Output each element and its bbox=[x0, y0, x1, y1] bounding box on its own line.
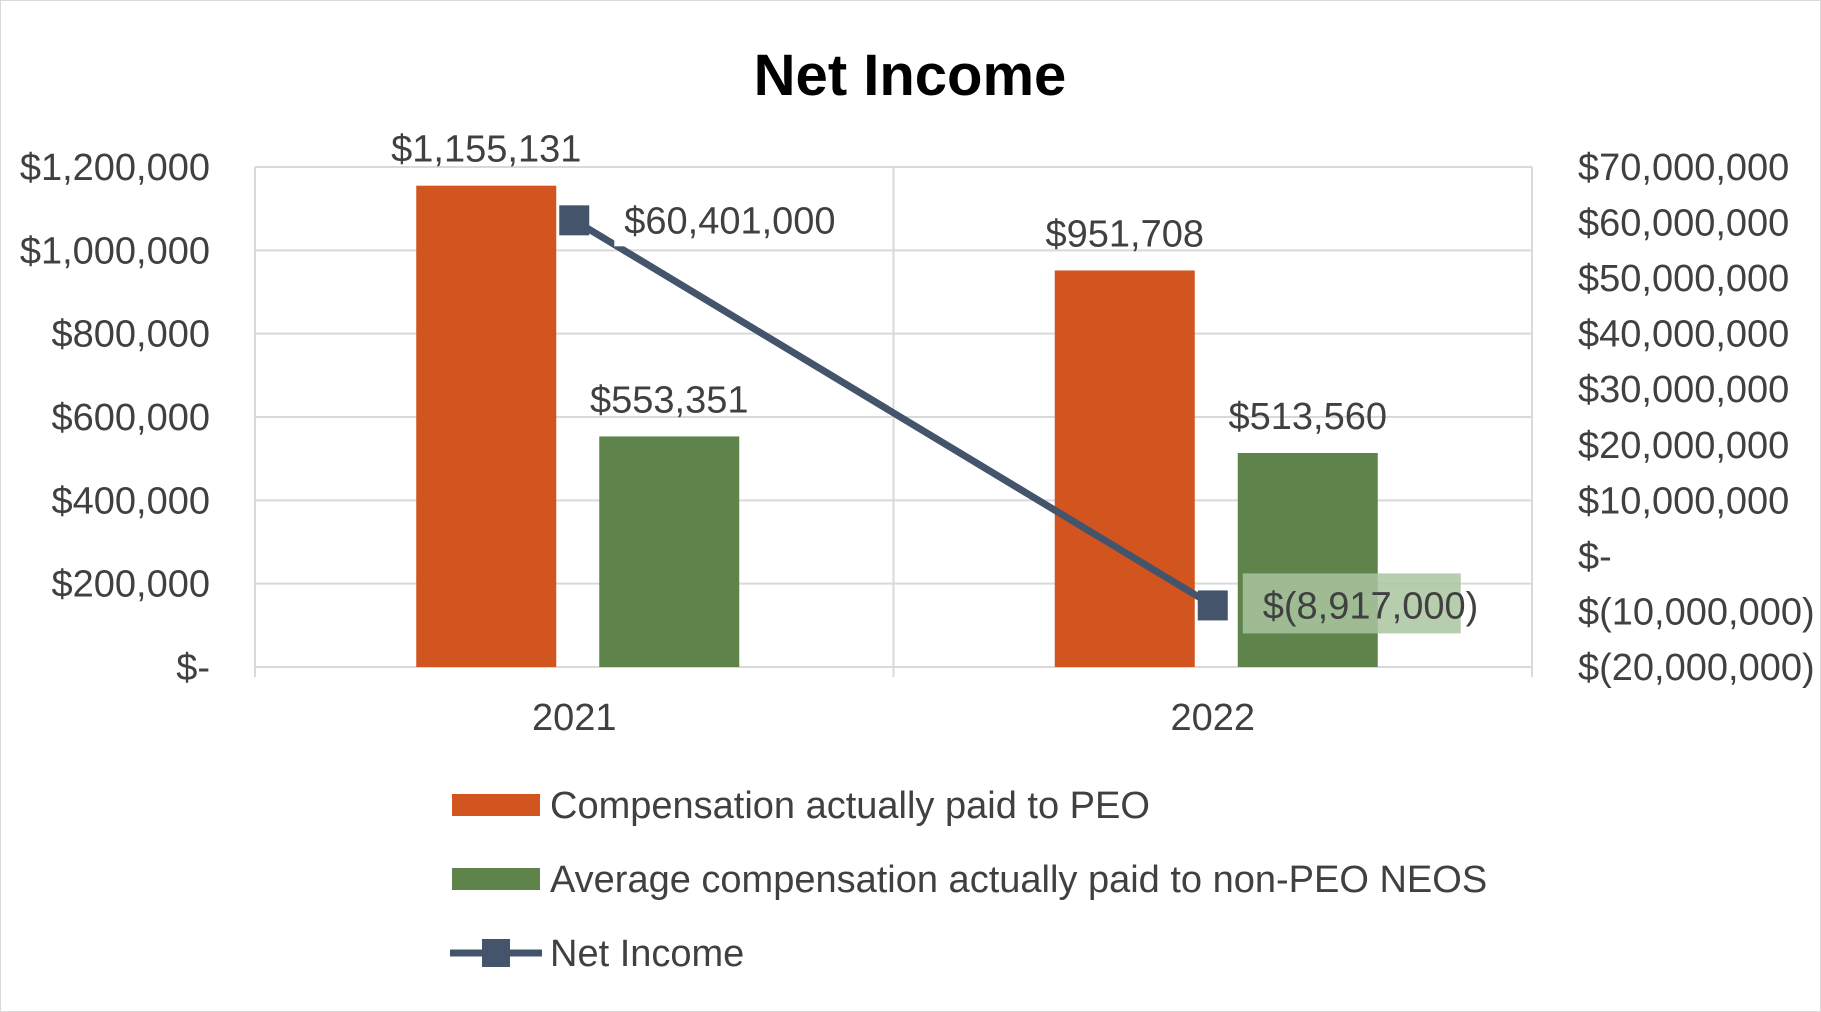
left-axis-tick-label: $1,200,000 bbox=[20, 147, 210, 189]
right-axis-tick-label: $(20,000,000) bbox=[1578, 647, 1815, 689]
right-axis-tick-label: $70,000,000 bbox=[1578, 147, 1789, 189]
left-axis-tick-label: $- bbox=[176, 647, 210, 689]
legend-swatch bbox=[452, 794, 540, 816]
right-axis-tick-label: $50,000,000 bbox=[1578, 258, 1789, 300]
bar-data-label: $951,708 bbox=[1046, 213, 1205, 255]
x-axis-tick-label: 2021 bbox=[532, 697, 617, 739]
line-marker bbox=[559, 205, 590, 236]
left-axis-tick-label: $600,000 bbox=[52, 397, 211, 439]
right-axis-tick-label: $- bbox=[1578, 536, 1612, 578]
right-axis-tick-label: $20,000,000 bbox=[1578, 425, 1789, 467]
net-income-line-series: $60,401,000 $(8,917,000) bbox=[559, 190, 1479, 634]
left-axis-tick-labels: $- $200,000 $400,000 $600,000 $800,000 $1,000… bbox=[20, 147, 210, 689]
right-axis-tick-label: $30,000,000 bbox=[1578, 369, 1789, 411]
left-axis-tick-label: $200,000 bbox=[52, 564, 211, 606]
left-axis-tick-label: $1,000,000 bbox=[20, 230, 210, 272]
right-axis-tick-label: $40,000,000 bbox=[1578, 314, 1789, 356]
legend-label: Average compensation actually paid to no… bbox=[550, 859, 1487, 901]
bar bbox=[416, 185, 557, 667]
bar bbox=[599, 436, 740, 667]
bar-data-label: $553,351 bbox=[590, 379, 749, 421]
x-axis-tick-labels: 2021 2022 bbox=[532, 697, 1255, 739]
x-axis-tick-label: 2022 bbox=[1170, 697, 1255, 739]
chart-title: Net Income bbox=[754, 43, 1067, 108]
bar bbox=[1237, 453, 1378, 667]
line-label-background bbox=[614, 190, 820, 247]
right-axis-tick-label: $(10,000,000) bbox=[1578, 591, 1815, 633]
legend-label: Compensation actually paid to PEO bbox=[550, 785, 1150, 827]
bar-data-label: $513,560 bbox=[1229, 396, 1388, 438]
net-income-line bbox=[572, 217, 1215, 609]
left-axis-tick-label: $800,000 bbox=[52, 314, 211, 356]
line-data-label: $(8,917,000) bbox=[1263, 585, 1479, 627]
line-data-label: $60,401,000 bbox=[624, 200, 835, 242]
right-axis-tick-label: $10,000,000 bbox=[1578, 480, 1789, 522]
right-axis-tick-labels: $(20,000,000) $(10,000,000) $- $10,000,000 $… bbox=[1578, 147, 1815, 689]
bar-data-label: $1,155,131 bbox=[391, 129, 581, 171]
legend-marker bbox=[482, 939, 510, 967]
legend-label: Net Income bbox=[550, 933, 744, 975]
bar bbox=[1054, 270, 1195, 667]
legend: Compensation actually paid to PEO Average… bbox=[450, 785, 1487, 975]
line-label-background bbox=[1242, 573, 1461, 634]
legend-swatch bbox=[452, 868, 540, 890]
left-axis-tick-label: $400,000 bbox=[52, 480, 211, 522]
bar-series: $1,155,131 $951,708 $553,351 $513,560 bbox=[391, 129, 1387, 667]
right-axis-tick-label: $60,000,000 bbox=[1578, 203, 1789, 245]
line-marker bbox=[1197, 590, 1228, 621]
